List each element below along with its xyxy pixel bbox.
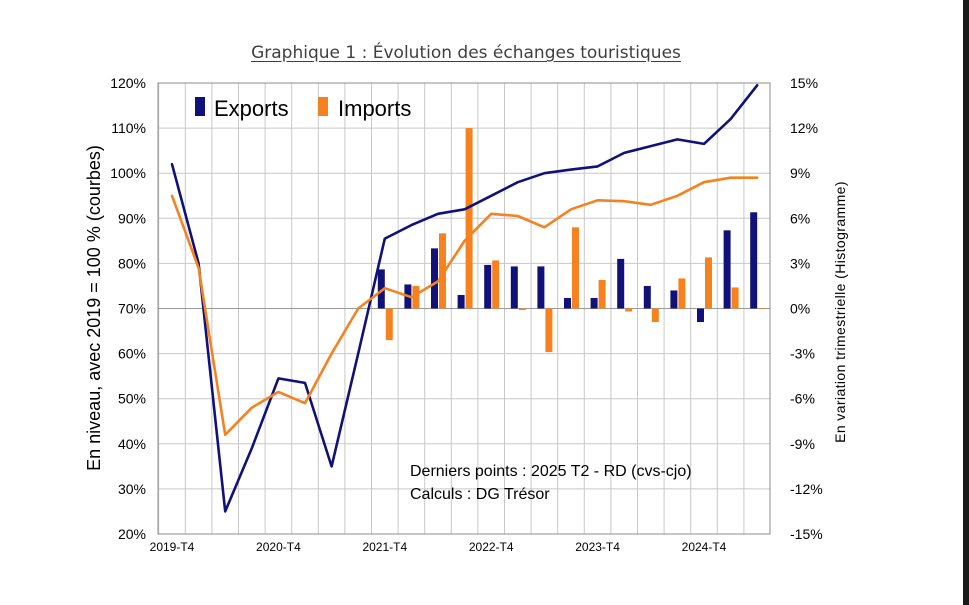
axes: 20% -15% 30% -12% 40% -9% 50% -6% 60% -3% 70% 0% 80%… bbox=[110, 75, 823, 554]
line-exports bbox=[170, 84, 759, 513]
bar-imports-2024-T4 bbox=[705, 257, 712, 309]
line-imports bbox=[170, 176, 759, 437]
bar-imports-2022-T4 bbox=[492, 260, 500, 309]
y-tick-left: 30% bbox=[118, 481, 146, 497]
bar-imports-2024-T3 bbox=[678, 278, 686, 309]
bar-exports-2024-T2 bbox=[643, 285, 651, 309]
y-tick-right: 15% bbox=[790, 75, 818, 91]
plot-frame bbox=[157, 82, 771, 535]
bar-imports-2023-T4 bbox=[598, 279, 606, 309]
bar-imports-2024-T1 bbox=[625, 308, 633, 312]
y-tick-left: 50% bbox=[118, 391, 146, 407]
y-tick-right: 6% bbox=[790, 210, 810, 226]
x-tick-label: 2020-T4 bbox=[256, 540, 301, 554]
y-axis-left-title: En niveau, avec 2019 = 100 % (courbes) bbox=[84, 145, 104, 471]
y-tick-right: 3% bbox=[790, 255, 810, 271]
legend-label-exports: Exports bbox=[214, 96, 289, 121]
bar-imports-2022-T2 bbox=[439, 233, 446, 309]
bar-imports-2021-T4 bbox=[385, 308, 393, 341]
annotation-last-points: Derniers points : 2025 T2 - RD (cvs-cjo) bbox=[410, 463, 692, 480]
y-tick-left: 20% bbox=[118, 526, 146, 542]
y-tick-left: 70% bbox=[118, 301, 146, 317]
y-tick-right: -15% bbox=[790, 526, 823, 542]
bar-exports-2021-T4 bbox=[377, 269, 385, 309]
y-tick-right: -9% bbox=[790, 436, 815, 452]
y-tick-left: 40% bbox=[118, 436, 146, 452]
x-tick-label: 2024-T4 bbox=[682, 540, 727, 554]
y-tick-left: 100% bbox=[110, 165, 146, 181]
bar-imports-2025-T1 bbox=[731, 287, 739, 309]
y-tick-left: 120% bbox=[110, 75, 146, 91]
legend-label-imports: Imports bbox=[338, 96, 411, 121]
x-tick-label: 2023-T4 bbox=[575, 540, 620, 554]
bar-exports-2023-T4 bbox=[590, 297, 598, 309]
bar-imports-2024-T2 bbox=[651, 308, 659, 323]
bar-exports-2024-T4 bbox=[697, 308, 704, 323]
y-tick-right: -12% bbox=[790, 481, 823, 497]
y-axis-right-title: En variation trimestrielle (Histogramme) bbox=[832, 181, 848, 443]
y-tick-left: 90% bbox=[118, 210, 146, 226]
bar-imports-2023-T3 bbox=[572, 227, 579, 309]
bar-exports-2025-T2 bbox=[750, 212, 758, 309]
bar-exports-2024-T1 bbox=[617, 258, 625, 309]
y-tick-right: 0% bbox=[790, 301, 810, 317]
bar-imports-2023-T1 bbox=[518, 308, 526, 311]
bar-imports-2022-T3 bbox=[465, 128, 473, 309]
annotation-source: Calculs : DG Trésor bbox=[410, 486, 550, 503]
legend-swatch-exports bbox=[195, 97, 205, 116]
bar-exports-2023-T1 bbox=[510, 266, 518, 309]
y-tick-left: 60% bbox=[118, 346, 146, 362]
bar-exports-2024-T3 bbox=[670, 290, 678, 309]
lines bbox=[170, 84, 759, 513]
legend: Exports Imports bbox=[195, 96, 411, 121]
bar-imports-2023-T2 bbox=[545, 308, 553, 353]
y-tick-right: 12% bbox=[790, 120, 818, 136]
bar-exports-2025-T1 bbox=[723, 230, 731, 309]
y-tick-right: -6% bbox=[790, 391, 815, 407]
x-tick-label: 2021-T4 bbox=[362, 540, 407, 554]
x-tick-label: 2022-T4 bbox=[469, 540, 514, 554]
bar-exports-2023-T3 bbox=[564, 297, 571, 309]
bar-exports-2022-T2 bbox=[431, 248, 438, 309]
y-tick-right: 9% bbox=[790, 165, 810, 181]
y-tick-left: 110% bbox=[111, 120, 146, 136]
bars bbox=[377, 128, 766, 353]
bar-imports-2025-T2 bbox=[758, 308, 766, 310]
window-edge bbox=[963, 0, 969, 605]
y-tick-right: -3% bbox=[790, 346, 815, 362]
x-tick-label: 2019-T4 bbox=[150, 540, 195, 554]
bar-exports-2023-T2 bbox=[537, 266, 545, 309]
bar-imports-2022-T1 bbox=[412, 285, 420, 309]
bar-exports-2022-T4 bbox=[484, 264, 492, 309]
legend-swatch-imports bbox=[318, 97, 328, 116]
bar-exports-2022-T3 bbox=[457, 294, 465, 309]
y-tick-left: 80% bbox=[118, 255, 146, 271]
chart-title: Graphique 1 : Évolution des échanges tou… bbox=[251, 43, 681, 63]
